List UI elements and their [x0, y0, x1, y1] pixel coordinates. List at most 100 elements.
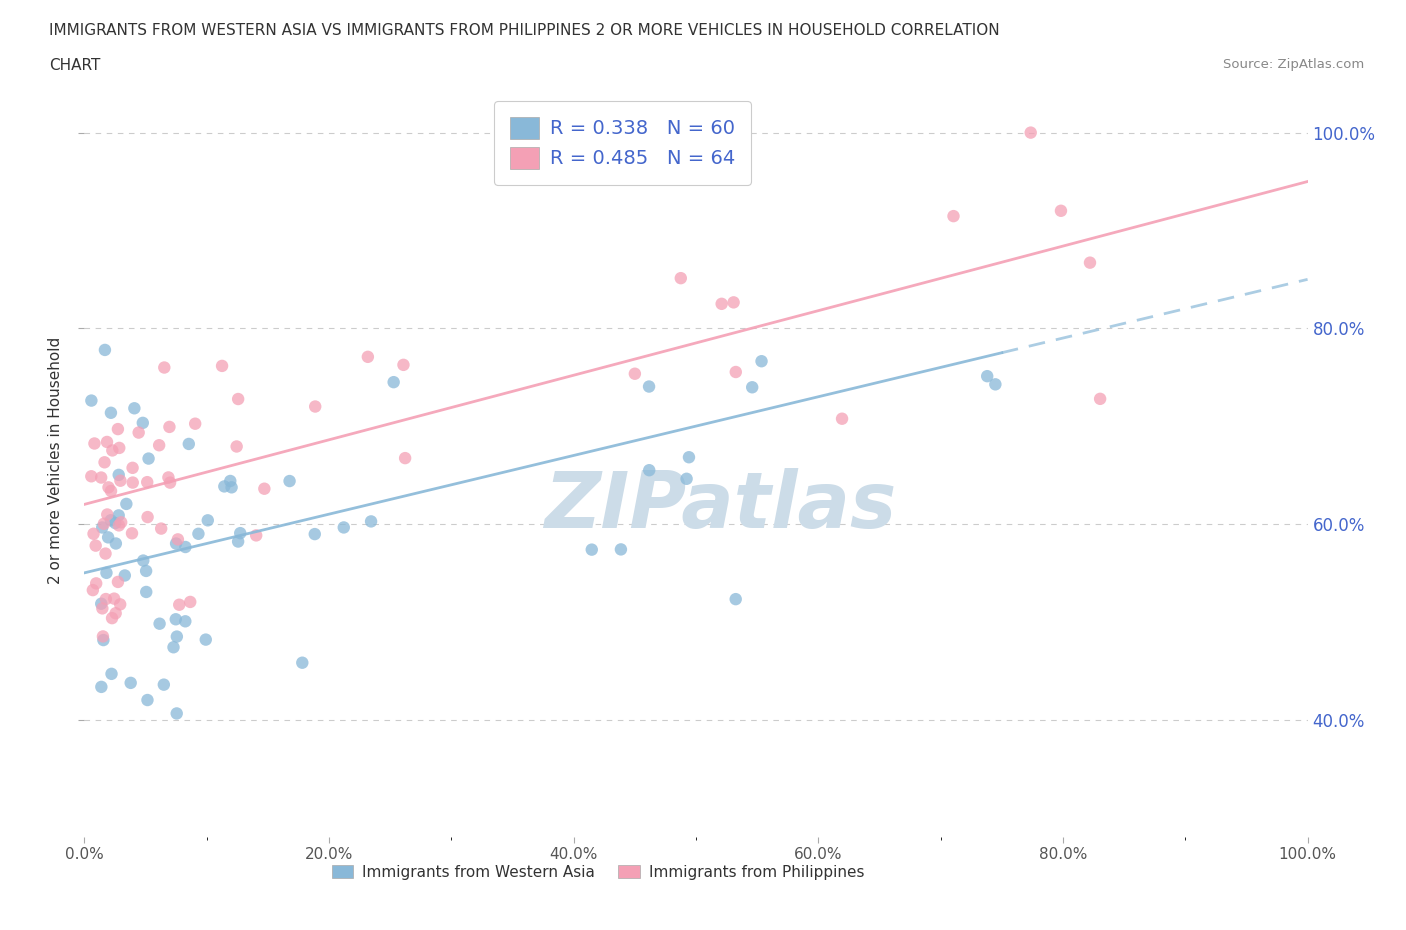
- Point: [93, 632, 115, 647]
- Point: [107, 575, 129, 590]
- Point: [96, 565, 118, 580]
- Point: [96, 434, 118, 449]
- Point: [150, 521, 173, 536]
- Point: [382, 375, 405, 390]
- Point: [90, 470, 112, 485]
- Point: [80, 469, 103, 484]
- Point: [984, 377, 1007, 392]
- Point: [82, 583, 104, 598]
- Point: [115, 497, 138, 512]
- Point: [96, 507, 118, 522]
- Point: [332, 520, 354, 535]
- Point: [291, 656, 314, 671]
- Point: [153, 677, 176, 692]
- Point: [638, 463, 661, 478]
- Point: [120, 675, 142, 690]
- Point: [1050, 204, 1073, 219]
- Point: [90, 596, 112, 611]
- Point: [167, 532, 190, 547]
- Point: [107, 508, 129, 523]
- Point: [245, 528, 267, 543]
- Point: [741, 379, 763, 394]
- Point: [104, 515, 127, 530]
- Text: IMMIGRANTS FROM WESTERN ASIA VS IMMIGRANTS FROM PHILIPPINES 2 OR MORE VEHICLES I: IMMIGRANTS FROM WESTERN ASIA VS IMMIGRAN…: [49, 23, 1000, 38]
- Point: [100, 484, 122, 498]
- Point: [84, 576, 107, 591]
- Point: [304, 399, 326, 414]
- Point: [392, 357, 415, 372]
- Point: [80, 393, 103, 408]
- Point: [165, 536, 187, 551]
- Point: [94, 546, 117, 561]
- Y-axis label: 2 or more Vehicles in Household: 2 or more Vehicles in Household: [48, 337, 63, 584]
- Point: [157, 470, 180, 485]
- Text: Source: ZipAtlas.com: Source: ZipAtlas.com: [1223, 58, 1364, 71]
- Point: [304, 526, 326, 541]
- Point: [194, 632, 217, 647]
- Point: [394, 451, 416, 466]
- Point: [132, 416, 155, 431]
- Point: [166, 706, 188, 721]
- Point: [610, 542, 633, 557]
- Point: [179, 594, 201, 609]
- Point: [108, 518, 131, 533]
- Point: [138, 451, 160, 466]
- Point: [110, 515, 132, 530]
- Point: [136, 693, 159, 708]
- Point: [83, 526, 105, 541]
- Point: [177, 436, 200, 451]
- Point: [229, 525, 252, 540]
- Point: [114, 568, 136, 583]
- Point: [121, 525, 143, 540]
- Point: [226, 392, 249, 406]
- Point: [278, 473, 301, 488]
- Point: [90, 680, 112, 695]
- Point: [162, 640, 184, 655]
- Point: [1019, 126, 1042, 140]
- Point: [136, 474, 159, 489]
- Point: [211, 358, 233, 373]
- Point: [148, 438, 170, 453]
- Point: [135, 585, 157, 600]
- Point: [100, 512, 122, 527]
- Point: [219, 473, 242, 488]
- Point: [166, 629, 188, 644]
- Point: [94, 591, 117, 606]
- Text: ZIPatlas: ZIPatlas: [544, 468, 897, 543]
- Point: [100, 405, 122, 420]
- Point: [624, 366, 647, 381]
- Point: [100, 667, 122, 682]
- Point: [174, 614, 197, 629]
- Point: [93, 516, 115, 531]
- Point: [101, 443, 124, 458]
- Point: [93, 455, 115, 470]
- Point: [97, 530, 120, 545]
- Point: [97, 480, 120, 495]
- Point: [108, 597, 131, 612]
- Point: [159, 475, 181, 490]
- Point: [83, 436, 105, 451]
- Point: [107, 468, 129, 483]
- Point: [225, 439, 247, 454]
- Point: [942, 208, 965, 223]
- Point: [675, 472, 697, 486]
- Point: [91, 601, 114, 616]
- Point: [107, 421, 129, 436]
- Point: [669, 271, 692, 286]
- Point: [197, 512, 219, 527]
- Point: [153, 360, 176, 375]
- Point: [360, 514, 382, 529]
- Point: [124, 401, 146, 416]
- Point: [724, 365, 747, 379]
- Point: [103, 591, 125, 606]
- Point: [723, 295, 745, 310]
- Point: [710, 297, 733, 312]
- Point: [724, 591, 747, 606]
- Point: [751, 353, 773, 368]
- Point: [104, 605, 127, 620]
- Point: [187, 526, 209, 541]
- Point: [184, 417, 207, 432]
- Legend: Immigrants from Western Asia, Immigrants from Philippines: Immigrants from Western Asia, Immigrants…: [326, 858, 870, 886]
- Point: [149, 617, 172, 631]
- Point: [101, 611, 124, 626]
